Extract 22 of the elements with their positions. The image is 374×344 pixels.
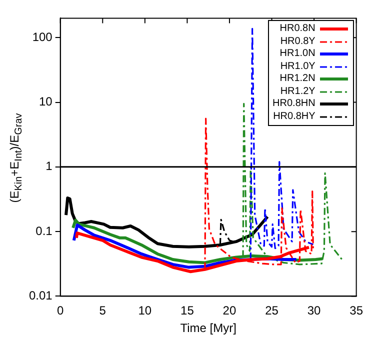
- x-tick-label: 20: [222, 304, 236, 318]
- legend-label: HR1.2Y: [280, 86, 316, 98]
- y-tick-label: 10: [38, 94, 53, 109]
- legend-label: HR1.0N: [280, 48, 316, 61]
- x-tick-label: 30: [307, 304, 322, 318]
- x-tick-label: 0: [57, 304, 64, 318]
- y-tick-label: 0.1: [36, 224, 53, 238]
- y-tick-label: 0.01: [28, 288, 53, 303]
- legend-label: HR1.0Y: [280, 60, 316, 74]
- legend-label: HR0.8Y: [280, 36, 316, 48]
- x-tick-label: 15: [180, 304, 194, 318]
- x-tick-label: 10: [138, 304, 152, 318]
- legend-label: HR0.8N: [280, 23, 316, 36]
- legend-label: HR0.8HN: [272, 98, 316, 111]
- x-tick-label: 25: [265, 304, 279, 318]
- x-axis-title: Time [Myr]: [180, 321, 236, 336]
- x-tick-label: 5: [99, 304, 106, 318]
- x-tick-label: 35: [350, 304, 364, 318]
- y-tick-label: 100: [32, 30, 53, 44]
- legend-label: HR1.2N: [280, 73, 316, 86]
- legend-label: HR0.8HY: [273, 110, 316, 124]
- y-tick-label: 1: [46, 159, 53, 174]
